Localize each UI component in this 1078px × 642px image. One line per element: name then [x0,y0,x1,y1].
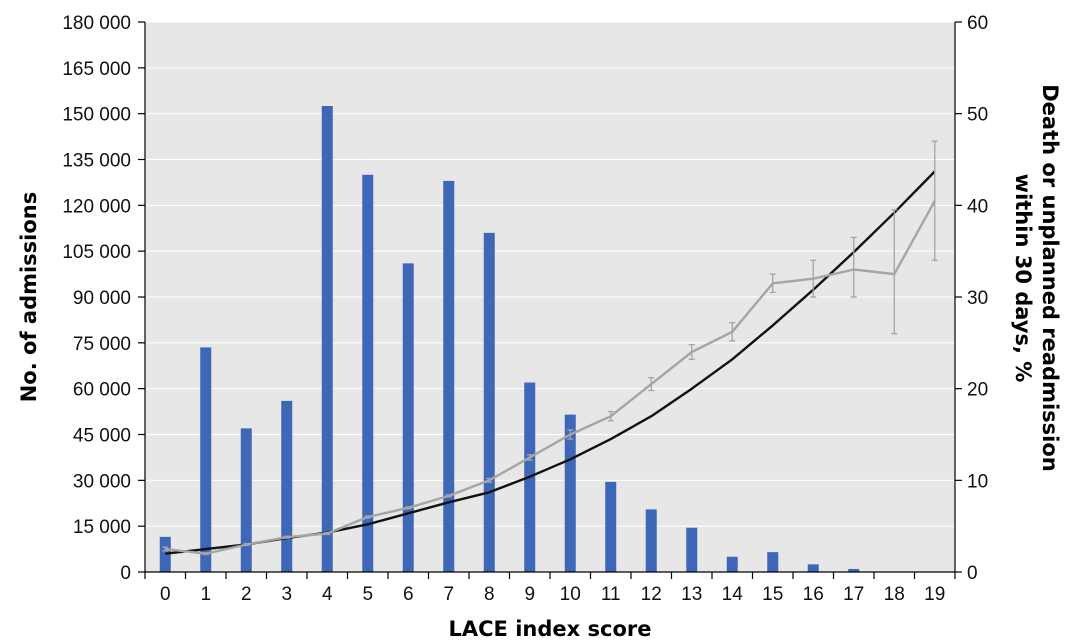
bar-12 [646,509,657,572]
y-tick-label: 90 000 [73,288,131,309]
bar-15 [767,552,778,572]
x-tick-label: 1 [200,584,211,605]
y-axis-title: No. of admissions [17,192,41,403]
bar-2 [241,428,252,572]
bar-14 [727,557,738,572]
bar-6 [403,263,414,572]
x-tick-label: 15 [762,584,783,605]
x-tick-label: 13 [681,584,702,605]
bar-3 [281,401,292,572]
y2-tick-label: 60 [967,13,988,34]
x-axis-ticks: 0 1 2 3 4 5 6 7 8 9 10 11 12 13 14 15 16 17 18 19 [145,572,955,605]
x-tick-label: 8 [484,584,495,605]
x-tick-label: 14 [722,584,744,605]
y2-tick-label: 40 [967,196,988,217]
x-tick-label: 4 [322,584,333,605]
x-axis-title: LACE index score [449,617,652,641]
bar-7 [443,181,454,572]
y-tick-label: 45 000 [73,426,131,447]
y-tick-label: 120 000 [62,196,131,217]
bar-16 [808,564,819,572]
x-tick-label: 9 [524,584,535,605]
x-tick-label: 11 [601,584,621,605]
x-tick-label: 18 [884,584,905,605]
bar-13 [686,528,697,572]
x-tick-label: 16 [803,584,824,605]
y2-tick-label: 0 [967,563,978,584]
y-tick-label: 15 000 [73,517,131,538]
bar-1 [200,347,211,572]
x-tick-label: 5 [362,584,373,605]
x-tick-label: 3 [281,584,292,605]
y2-axis-title-line-1: Death or unplanned readmission [1038,84,1062,472]
x-tick-label: 19 [924,584,945,605]
y-tick-label: 180 000 [62,13,131,34]
y2-axis-title-line-2: within 30 days, % [1011,174,1035,383]
bar-8 [484,233,495,572]
x-tick-label: 7 [443,584,454,605]
y-tick-label: 150 000 [62,105,131,126]
left-axis-ticks: 0 15 000 30 000 45 000 60 000 75 000 90 000 105… [62,13,145,584]
x-tick-label: 12 [641,584,662,605]
x-tick-label: 17 [843,584,864,605]
y-tick-label: 105 000 [62,242,131,263]
x-tick-label: 0 [160,584,171,605]
bar-11 [605,482,616,572]
y-tick-label: 75 000 [73,334,131,355]
bar-5 [362,175,373,572]
y2-tick-label: 20 [967,380,988,401]
x-tick-label: 2 [241,584,252,605]
right-axis-ticks: 0 10 20 30 40 50 60 [955,13,988,584]
y2-tick-label: 10 [967,471,988,492]
bar-4 [322,106,333,572]
y2-tick-label: 50 [967,105,988,126]
y2-axis-title: Death or unplanned readmission within 30… [1011,84,1062,472]
y-tick-label: 165 000 [62,59,131,80]
x-tick-label: 10 [560,584,581,605]
y2-tick-label: 30 [967,288,988,309]
y-tick-label: 30 000 [73,471,131,492]
x-tick-label: 6 [403,584,414,605]
y-tick-label: 0 [120,563,131,584]
y-tick-label: 60 000 [73,380,131,401]
y-tick-label: 135 000 [62,151,131,172]
